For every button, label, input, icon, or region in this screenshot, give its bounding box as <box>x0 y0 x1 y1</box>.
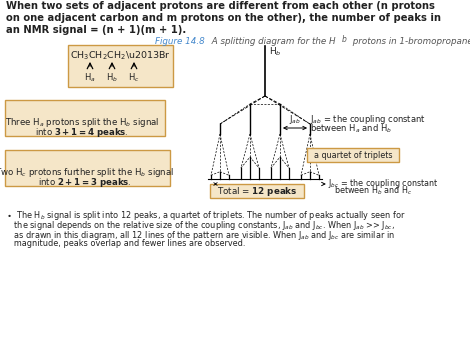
Text: a quartet of triplets: a quartet of triplets <box>314 151 392 160</box>
Text: A splitting diagram for the H: A splitting diagram for the H <box>209 37 336 46</box>
Text: When two sets of adjacent protons are different from each other (n protons: When two sets of adjacent protons are di… <box>6 1 435 11</box>
Text: b: b <box>342 35 347 44</box>
Text: Two H$_c$ protons further split the H$_b$ signal: Two H$_c$ protons further split the H$_b… <box>0 166 175 179</box>
Text: on one adjacent carbon and m protons on the other), the number of peaks in: on one adjacent carbon and m protons on … <box>6 13 441 23</box>
Text: H$_c$: H$_c$ <box>128 72 140 85</box>
Bar <box>5 150 170 186</box>
Text: Three H$_a$ protons split the H$_b$ signal: Three H$_a$ protons split the H$_b$ sign… <box>5 116 159 129</box>
Text: J$_{ab}$ = the coupling constant: J$_{ab}$ = the coupling constant <box>310 114 426 127</box>
Text: into $\mathbf{2 + 1 = 3}$ $\mathbf{peaks}$.: into $\mathbf{2 + 1 = 3}$ $\mathbf{peaks… <box>38 176 132 189</box>
Text: H$_b$: H$_b$ <box>106 72 118 85</box>
Text: protons in 1-bromopropane: protons in 1-bromopropane <box>350 37 470 46</box>
Text: CH$_3$CH$_2$CH$_2$\u2013Br: CH$_3$CH$_2$CH$_2$\u2013Br <box>70 50 171 63</box>
Bar <box>68 45 173 87</box>
Text: H$_a$: H$_a$ <box>84 72 96 85</box>
Text: as drawn in this diagram, all 12 lines of the pattern are visible. When J$_{ab}$: as drawn in this diagram, all 12 lines o… <box>6 229 395 242</box>
Text: Total = $\mathbf{12\ peaks}$: Total = $\mathbf{12\ peaks}$ <box>217 184 298 197</box>
Text: J$_{bc}$ = the coupling constant: J$_{bc}$ = the coupling constant <box>328 176 439 190</box>
Text: between H$_b$ and H$_c$: between H$_b$ and H$_c$ <box>334 185 412 197</box>
Bar <box>5 100 165 136</box>
Bar <box>307 148 399 162</box>
Text: H$_b$: H$_b$ <box>269 46 282 58</box>
Text: J$_{ab}$: J$_{ab}$ <box>289 113 301 126</box>
Text: into $\mathbf{3 + 1 = 4}$ $\mathbf{peaks}$.: into $\mathbf{3 + 1 = 4}$ $\mathbf{peaks… <box>35 126 129 139</box>
Bar <box>210 184 304 198</box>
Text: $\bullet$  The H$_b$ signal is split into 12 peaks, a quartet of triplets. The n: $\bullet$ The H$_b$ signal is split into… <box>6 209 406 222</box>
Text: an NMR signal = (n + 1)(m + 1).: an NMR signal = (n + 1)(m + 1). <box>6 25 186 35</box>
Text: magnitude, peaks overlap and fewer lines are observed.: magnitude, peaks overlap and fewer lines… <box>6 239 245 248</box>
Text: Figure 14.8: Figure 14.8 <box>155 37 205 46</box>
Text: between H$_a$ and H$_b$: between H$_a$ and H$_b$ <box>310 123 392 135</box>
Text: the signal depends on the relative size of the coupling constants, J$_{ab}$ and : the signal depends on the relative size … <box>6 219 395 232</box>
